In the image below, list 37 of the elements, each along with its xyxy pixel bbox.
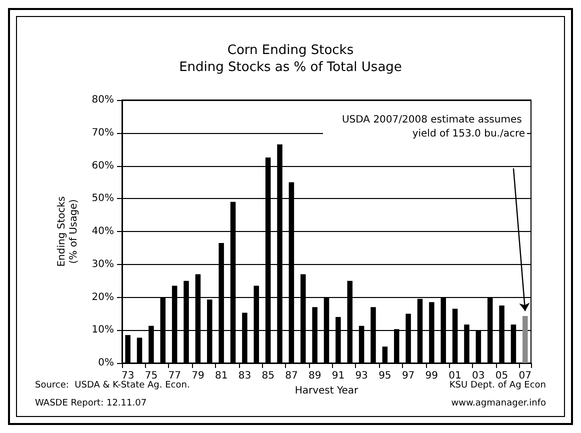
x-tick-label: 91 <box>332 370 345 382</box>
y-tick-label: 20% <box>92 292 114 303</box>
x-tick-label: 87 <box>285 370 298 382</box>
x-tick-label: 93 <box>355 370 368 382</box>
y-tick-label: 60% <box>92 160 114 172</box>
y-tick-label: 30% <box>92 258 114 270</box>
x-tick-label: 83 <box>238 370 252 382</box>
y-axis-title: Ending Stocks (% of Usage) <box>56 196 80 267</box>
text: www.agmanager.info <box>451 398 546 408</box>
x-axis-title: Harvest Year <box>294 385 360 396</box>
source-note: Source: USDA & K-State Ag. Econ. <box>35 380 190 390</box>
x-tick-label: 77 <box>168 370 181 382</box>
chart-title: Corn Ending Stocks <box>227 43 354 58</box>
text: KSU Dept. of Ag Econ <box>449 380 546 390</box>
x-tick-label: 07 <box>518 370 532 382</box>
x-tick-label: 01 <box>448 370 462 382</box>
y-tick-label: 10% <box>92 324 114 336</box>
x-tick-label: 05 <box>495 370 508 382</box>
y-tick-label: 50% <box>92 193 114 204</box>
x-tick-label: 81 <box>214 370 228 382</box>
x-tick-label: 99 <box>425 370 438 382</box>
y-tick-label: 40% <box>92 226 114 237</box>
bar <box>522 316 528 363</box>
text: WASDE Report: 12.11.07 <box>35 398 147 408</box>
x-tick-label: 79 <box>192 370 204 382</box>
chart-subtitle: Ending Stocks as % of Total Usage <box>179 60 402 75</box>
x-tick-label: 03 <box>472 370 485 382</box>
annotation: USDA 2007/2008 estimate assumes yield of 153.0 bu./acre <box>342 114 525 140</box>
x-tick-label: 97 <box>402 370 415 382</box>
x-tick-label: 73 <box>121 370 134 382</box>
y-tick-label: 80% <box>92 94 114 106</box>
x-tick-label: 75 <box>144 370 158 382</box>
y-tick-label: 70% <box>92 127 114 138</box>
y-tick-label: 0% <box>98 358 114 368</box>
x-tick-label: 95 <box>378 370 392 382</box>
x-tick-label: 85 <box>262 370 274 382</box>
x-tick-label: 89 <box>308 370 322 382</box>
